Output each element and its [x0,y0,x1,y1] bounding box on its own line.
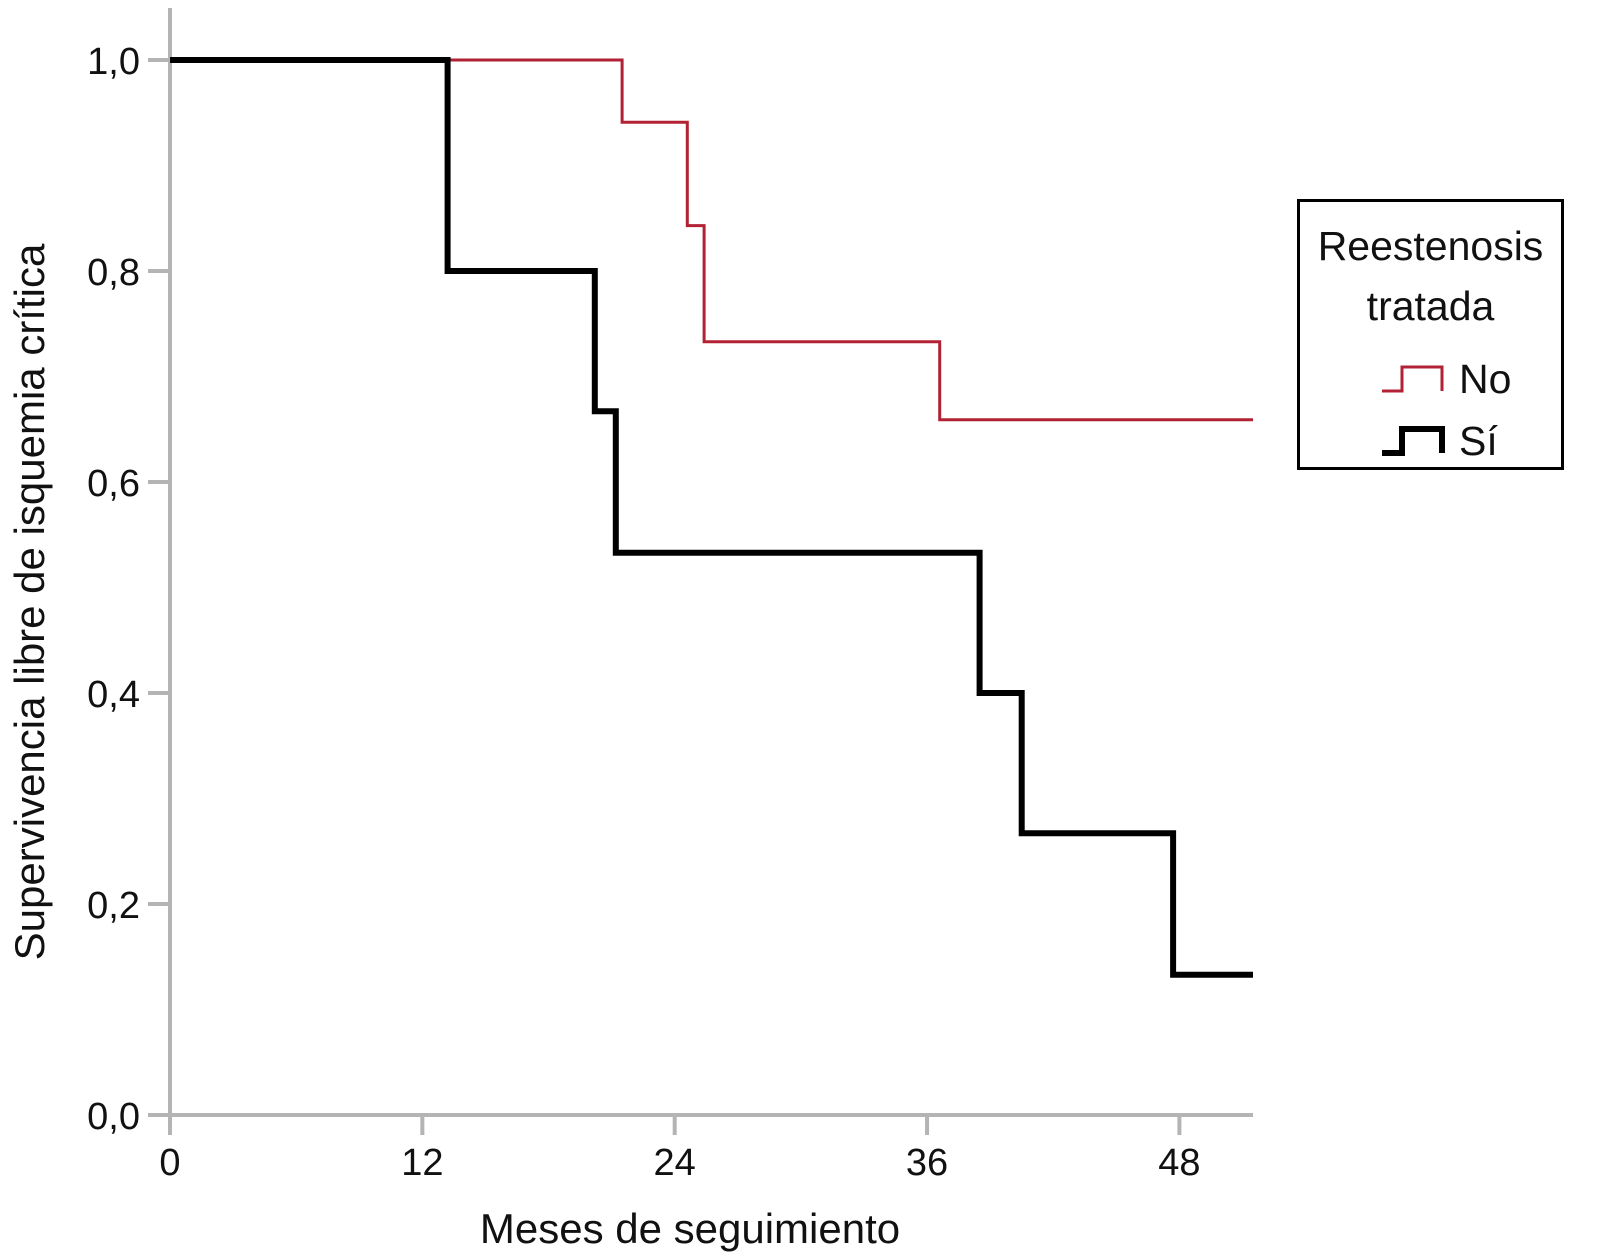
y-axis-label: Supervivencia libre de isquemia crítica [6,243,53,960]
series-group [170,57,1253,978]
legend-label-si: Sí [1459,418,1498,464]
x-axis-label: Meses de seguimiento [480,1205,900,1252]
y-tick-label: 0,0 [87,1096,140,1138]
x-tick-label: 0 [159,1142,180,1184]
legend-label-no: No [1459,356,1512,402]
legend-item-si: Sí [1380,417,1560,477]
legend-swatch-si [1382,426,1445,456]
x-tick-label: 12 [401,1142,443,1184]
legend-item-no: No [1380,355,1560,415]
legend-swatch-no [1382,365,1444,393]
y-tick-label: 0,2 [87,885,140,927]
x-tick-label: 24 [654,1142,696,1184]
legend: Reestenosis tratada No Sí [1297,199,1564,470]
x-tick-label: 36 [906,1142,948,1184]
legend-title: Reestenosis tratada [1317,223,1544,329]
x-tick-label: 48 [1158,1142,1200,1184]
y-tick-label: 0,4 [87,674,140,716]
y-tick-label: 0,6 [87,463,140,505]
series-line-si [170,57,1253,978]
y-tick-label: 0,8 [87,252,140,294]
series-line-no [170,58,1253,422]
y-tick-label: 1,0 [87,41,140,83]
axes: 0,0 0,2 0,4 0,6 0,8 1,0 0 12 24 36 48 [87,8,1253,1184]
